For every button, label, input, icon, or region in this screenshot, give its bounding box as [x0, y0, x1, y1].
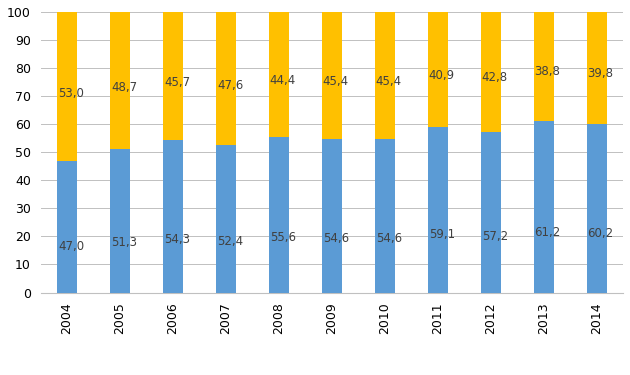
Bar — [57, 160, 77, 292]
Text: 54,3: 54,3 — [164, 232, 190, 246]
Bar — [375, 140, 395, 292]
Text: 59,1: 59,1 — [428, 228, 455, 241]
Bar — [322, 12, 342, 140]
Text: 57,2: 57,2 — [482, 230, 508, 243]
Bar — [587, 124, 607, 292]
Bar — [269, 12, 289, 136]
Bar — [57, 12, 77, 160]
Text: 52,4: 52,4 — [217, 234, 243, 248]
Bar — [216, 12, 236, 146]
Text: 48,7: 48,7 — [111, 81, 137, 94]
Bar — [534, 12, 554, 121]
Text: 40,9: 40,9 — [428, 69, 455, 81]
Bar — [481, 132, 501, 292]
Text: 60,2: 60,2 — [588, 227, 614, 240]
Text: 61,2: 61,2 — [535, 226, 561, 239]
Text: 53,0: 53,0 — [58, 87, 84, 100]
Text: 39,8: 39,8 — [588, 67, 614, 80]
Text: 45,4: 45,4 — [375, 75, 402, 88]
Text: 42,8: 42,8 — [482, 72, 508, 84]
Bar — [269, 136, 289, 292]
Text: 55,6: 55,6 — [270, 231, 296, 244]
Bar — [163, 140, 183, 292]
Text: 47,0: 47,0 — [58, 240, 84, 253]
Text: 54,6: 54,6 — [375, 232, 402, 245]
Bar — [216, 146, 236, 292]
Bar — [110, 12, 130, 148]
Bar — [110, 148, 130, 292]
Bar — [428, 127, 448, 292]
Text: 45,7: 45,7 — [164, 76, 190, 89]
Bar — [375, 12, 395, 140]
Bar — [428, 12, 448, 127]
Bar — [163, 12, 183, 140]
Bar — [322, 140, 342, 292]
Text: 38,8: 38,8 — [535, 65, 561, 78]
Bar — [534, 121, 554, 292]
Bar — [587, 12, 607, 124]
Text: 54,6: 54,6 — [323, 232, 349, 245]
Bar — [481, 12, 501, 132]
Text: 51,3: 51,3 — [111, 236, 137, 249]
Text: 47,6: 47,6 — [217, 79, 243, 92]
Text: 44,4: 44,4 — [270, 74, 296, 87]
Text: 45,4: 45,4 — [323, 75, 349, 88]
